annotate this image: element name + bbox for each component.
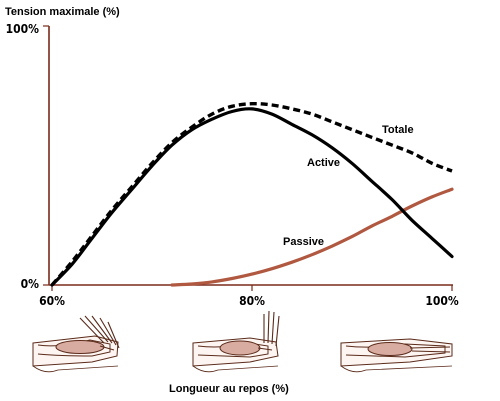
series-totale-line [50,101,453,287]
x-tick-80: 80% [239,294,265,308]
x-tick-60: 60% [39,294,65,308]
y-tick-100: 100% [6,22,40,36]
series-label-active: Active [307,157,340,169]
x-tick-100: 100% [425,294,459,308]
series-label-passive: Passive [283,236,324,248]
y-tick-0: 0% [21,277,40,291]
y-axis-title: Tension maximale (%) [5,6,120,18]
x-axis-title: Longueur au repos (%) [169,383,289,395]
series-label-totale: Totale [382,124,414,136]
series-passive-line [170,187,454,287]
muscle-illustration-stretched-60 [32,315,120,373]
muscle-illustration-rest-80 [192,310,280,373]
muscle-illustration-contracted-100 [340,338,453,373]
